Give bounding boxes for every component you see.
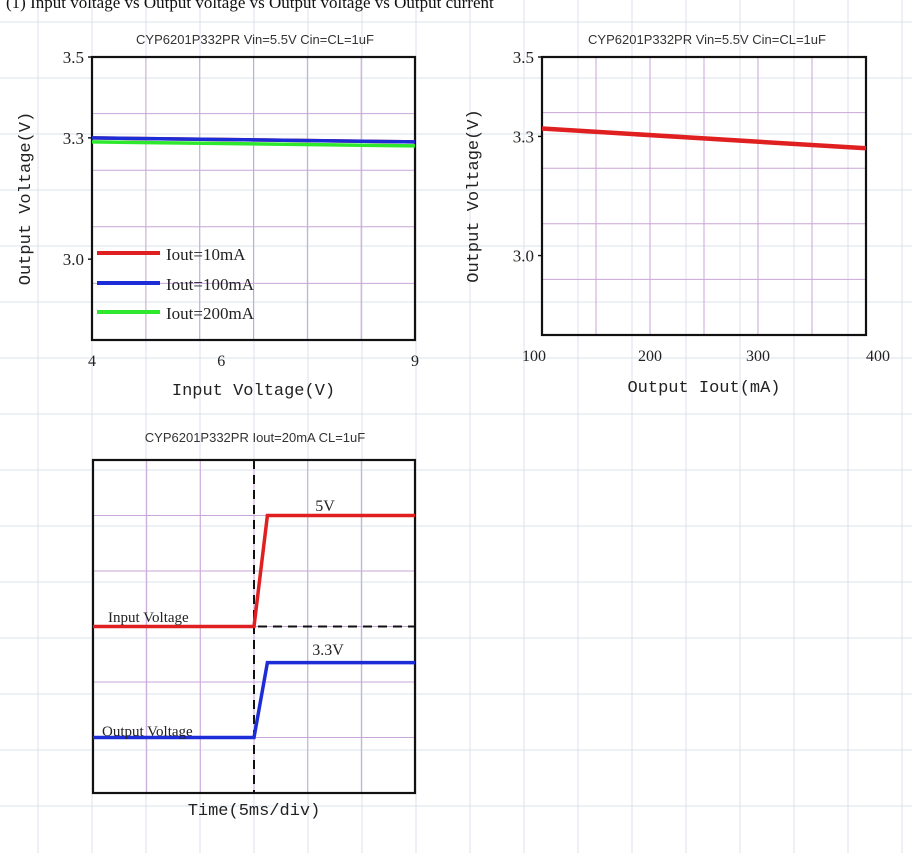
annotation-3v3: 3.3V xyxy=(312,642,344,659)
plot-frame xyxy=(540,55,868,337)
chart-startup-timing: CYP6201P332PR Iout=20mA CL=1uF 5V 3.3V Inpu… xyxy=(91,430,417,821)
x-axis-label: Output Iout(mA) xyxy=(627,379,780,398)
y-tick-label: 3.0 xyxy=(63,250,84,269)
chart-title: CYP6201P332PR Vin=5.5V Cin=CL=1uF xyxy=(136,32,374,47)
y-tick-label: 3.5 xyxy=(63,48,84,67)
plot-frame xyxy=(90,55,417,342)
series-line xyxy=(93,660,415,740)
legend-entry: Iout=10mA xyxy=(166,245,246,264)
chart-title: CYP6201P332PR Iout=20mA CL=1uF xyxy=(145,430,365,445)
x-tick-label: 200 xyxy=(638,348,662,365)
series-line xyxy=(93,513,415,629)
legend-entry: Iout=100mA xyxy=(166,275,255,294)
legend: Iout=10mA Iout=100mA Iout=200mA xyxy=(97,245,255,323)
annotation-input-voltage: Input Voltage xyxy=(108,610,189,626)
y-tick-label: 3.3 xyxy=(63,129,84,148)
y-axis-label: Output Voltage(V) xyxy=(17,112,36,285)
x-tick-label: 300 xyxy=(746,348,770,365)
annotation-5v: 5V xyxy=(315,498,335,515)
legend-entry: Iout=200mA xyxy=(166,304,255,323)
x-tick-label: 6 xyxy=(217,353,225,370)
chart-input-voltage: CYP6201P332PR Vin=5.5V Cin=CL=1uF 3.0 3.3 3… xyxy=(17,32,419,401)
chart-output-current: CYP6201P332PR Vin=5.5V Cin=CL=1uF 3.0 3.3 3… xyxy=(465,32,890,398)
header-caption: (1) Input voltage vs Output voltage vs O… xyxy=(6,0,494,12)
series-line xyxy=(91,140,416,148)
charts-layer: CYP6201P332PR Vin=5.5V Cin=CL=1uF 3.0 3.3 3… xyxy=(17,32,890,821)
x-axis-label: Time(5ms/div) xyxy=(188,802,321,821)
x-axis-label: Input Voltage(V) xyxy=(172,382,335,401)
chart-title: CYP6201P332PR Vin=5.5V Cin=CL=1uF xyxy=(588,32,826,47)
series-line xyxy=(91,136,416,144)
y-tick-label: 3.3 xyxy=(513,127,534,146)
x-tick-label: 9 xyxy=(411,353,419,370)
x-tick-label: 400 xyxy=(866,348,890,365)
x-tick-label: 4 xyxy=(88,353,96,370)
series-line xyxy=(541,126,867,151)
y-tick-label: 3.0 xyxy=(513,247,534,266)
annotation-output-voltage: Output Voltage xyxy=(102,724,193,740)
y-axis-label: Output Voltage(V) xyxy=(465,109,484,282)
x-tick-label: 100 xyxy=(522,348,546,365)
y-tick-label: 3.5 xyxy=(513,48,534,67)
